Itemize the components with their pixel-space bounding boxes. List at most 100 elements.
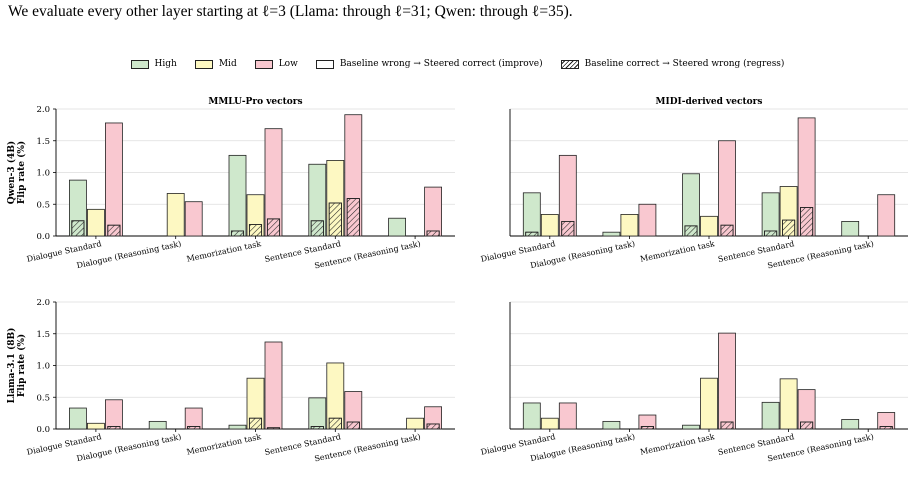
y-tick-label: 1.5 (36, 137, 50, 147)
chart-legend: High Mid Low Baseline wrong → Steered co… (0, 56, 915, 72)
legend-swatch-mid (194, 59, 213, 69)
bar-high (841, 220, 860, 237)
bar-low (424, 186, 443, 237)
legend-swatch-regress (560, 59, 579, 69)
bar-high (148, 420, 167, 430)
bar-low (718, 332, 736, 430)
y-axis-label: Qwen-3 (4B) (6, 141, 17, 204)
regress-bar-mid (248, 417, 263, 430)
bar-high (388, 217, 407, 237)
legend-item-mid: Mid (194, 59, 237, 69)
bar-mid (700, 215, 718, 237)
bar-high (602, 420, 621, 430)
legend-label-high: High (154, 59, 177, 69)
regress-bar-low (187, 426, 201, 430)
bar-low (638, 203, 657, 237)
regress-bar-mid (328, 417, 342, 430)
y-tick-label: 1.0 (36, 169, 50, 179)
regress-bar-low (266, 427, 281, 430)
bar-high (761, 192, 780, 237)
regress-bar-low (640, 426, 654, 430)
bar-low (558, 402, 577, 430)
bar-high (522, 192, 541, 237)
regress-bar-mid (248, 224, 263, 237)
regress-bar-low (426, 230, 440, 237)
y-tick-label: 0.0 (36, 425, 50, 435)
regress-bar-low (800, 421, 814, 430)
bar-mid (700, 377, 718, 430)
bar-high (841, 419, 860, 430)
legend-label-low: Low (278, 59, 298, 69)
bar-mid (540, 417, 559, 430)
regress-bar-mid (328, 202, 342, 237)
bar-low (184, 407, 203, 430)
bar-mid (406, 417, 425, 430)
y-tick-label: 2.0 (36, 105, 50, 115)
bar-high (761, 401, 780, 430)
bar-mid (166, 193, 185, 237)
x-tick-label: Memorization task (639, 432, 715, 457)
y-axis-label: Flip rate (%) (16, 334, 27, 397)
panel-title: MIDI-derived vectors (656, 97, 763, 107)
regress-bar-low (720, 421, 734, 430)
regress-bar-high (525, 231, 539, 237)
y-tick-label: 1.0 (36, 362, 50, 372)
x-tick-label: Memorization task (186, 239, 262, 264)
legend-swatch-improve (315, 59, 334, 69)
regress-bar-high (230, 230, 245, 237)
legend-item-regress: Baseline correct → Steered wrong (regres… (560, 59, 785, 69)
y-tick-label: 0.0 (36, 232, 50, 242)
y-tick-label: 0.5 (36, 393, 50, 403)
bar-high (228, 424, 247, 430)
bar-mid (87, 208, 105, 237)
bar-high (69, 407, 87, 430)
regress-bar-low (107, 426, 121, 430)
figure-caption: We evaluate every other layer starting a… (8, 3, 573, 20)
y-tick-label: 2.0 (36, 298, 50, 308)
bar-high (522, 402, 541, 430)
legend-item-high: High (130, 59, 177, 69)
legend-item-low: Low (254, 59, 298, 69)
regress-bar-high (71, 220, 85, 237)
regress-bar-mid (782, 219, 796, 237)
legend-label-improve: Baseline wrong → Steered correct (improv… (339, 59, 543, 69)
bar-low (264, 341, 283, 430)
regress-bar-low (879, 426, 893, 430)
legend-swatch-low (254, 59, 273, 69)
legend-swatch-high (130, 59, 149, 69)
y-axis-label: Flip rate (%) (16, 141, 27, 204)
bar-high (602, 231, 621, 237)
legend-item-improve: Baseline wrong → Steered correct (improv… (315, 59, 543, 69)
regress-bar-high (684, 225, 698, 237)
panel-title: MMLU-Pro vectors (208, 97, 302, 107)
bar-low (877, 194, 896, 237)
regress-bar-low (346, 198, 360, 237)
bar-low (105, 399, 123, 430)
regress-bar-high (764, 230, 778, 237)
bar-mid (540, 214, 559, 237)
bar-low (718, 140, 736, 237)
regress-bar-low (426, 423, 440, 430)
bar-high (682, 424, 700, 430)
y-tick-label: 0.5 (36, 200, 50, 210)
regress-bar-low (107, 224, 121, 237)
regress-bar-high (310, 426, 324, 430)
x-tick-label: Memorization task (639, 239, 715, 264)
x-tick-label: Memorization task (186, 432, 262, 457)
legend-label-mid: Mid (218, 59, 237, 69)
bar-mid (620, 214, 639, 237)
bar-mid (87, 422, 105, 430)
bar-high (228, 154, 247, 237)
bar-low (105, 122, 123, 237)
regress-bar-low (800, 207, 814, 237)
bar-low (184, 201, 203, 237)
y-axis-label: Llama-3.1 (8B) (6, 328, 17, 404)
regress-bar-low (720, 224, 734, 237)
regress-bar-low (561, 220, 575, 237)
y-tick-label: 1.5 (36, 330, 50, 340)
regress-bar-low (266, 218, 281, 237)
legend-label-regress: Baseline correct → Steered wrong (regres… (584, 59, 785, 69)
regress-bar-low (346, 421, 360, 430)
bar-high (308, 397, 327, 430)
